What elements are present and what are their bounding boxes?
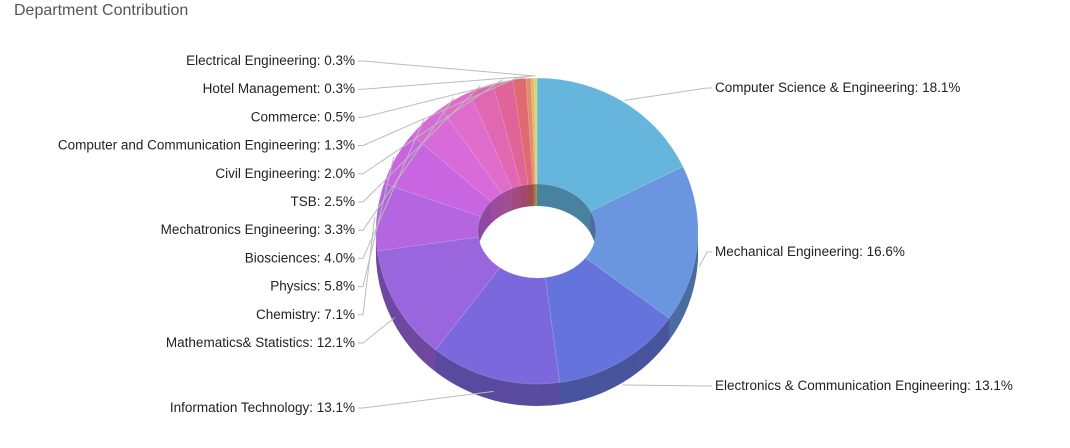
leader-line	[358, 85, 481, 203]
slice-label: Mathematics& Statistics: 12.1%	[166, 335, 355, 350]
leader-line	[358, 216, 376, 316]
slice-label: Computer Science & Engineering: 18.1%	[715, 80, 960, 95]
slice-computer-science-engineering	[536, 77, 684, 212]
slice-label: Chemistry: 7.1%	[256, 307, 355, 322]
leader-line	[358, 97, 455, 231]
leader-line	[358, 156, 395, 288]
slice-label: Mechatronics Engineering: 3.3%	[161, 222, 355, 237]
slice-label: Hotel Management: 0.3%	[203, 81, 355, 96]
slice-electronics-communication-engineering	[544, 257, 670, 383]
slice-label: Biosciences: 4.0%	[245, 250, 355, 265]
slice-electrical-engineering	[533, 77, 538, 185]
chart-title: Department Contribution	[14, 2, 189, 19]
slice-label: Civil Engineering: 2.0%	[215, 166, 355, 181]
slice-information-technology	[435, 267, 561, 385]
donut-top-layer	[375, 77, 699, 385]
label-leaders	[358, 60, 712, 409]
slice-label: Physics: 5.8%	[270, 279, 355, 294]
slice-label: Computer and Communication Engineering: …	[58, 138, 355, 153]
leader-line	[358, 119, 425, 259]
leader-line	[698, 251, 712, 267]
leader-line	[358, 79, 503, 175]
slice-label: Electrical Engineering: 0.3%	[186, 53, 355, 68]
slice-label: Information Technology: 13.1%	[170, 400, 355, 415]
leader-line	[358, 60, 536, 77]
leader-line	[624, 87, 712, 101]
slice-label: Commerce: 0.5%	[251, 109, 355, 124]
leader-line	[358, 75, 533, 90]
slice-labels: Computer Science & Engineering: 18.1% Mec…	[58, 53, 1013, 415]
leader-line	[358, 76, 520, 147]
slice-label: Mechanical Engineering: 16.6%	[715, 244, 905, 259]
leader-line	[358, 317, 396, 344]
slice-mechanical-engineering	[585, 166, 699, 319]
slice-hotel-management	[530, 77, 537, 185]
slice-label: TSB: 2.5%	[290, 194, 355, 209]
leader-line	[358, 390, 494, 409]
slice-mathematics-statistics	[377, 236, 501, 351]
leader-line	[622, 384, 712, 387]
slice-label: Electronics & Communication Engineering:…	[715, 378, 1013, 393]
leader-line	[358, 75, 529, 118]
